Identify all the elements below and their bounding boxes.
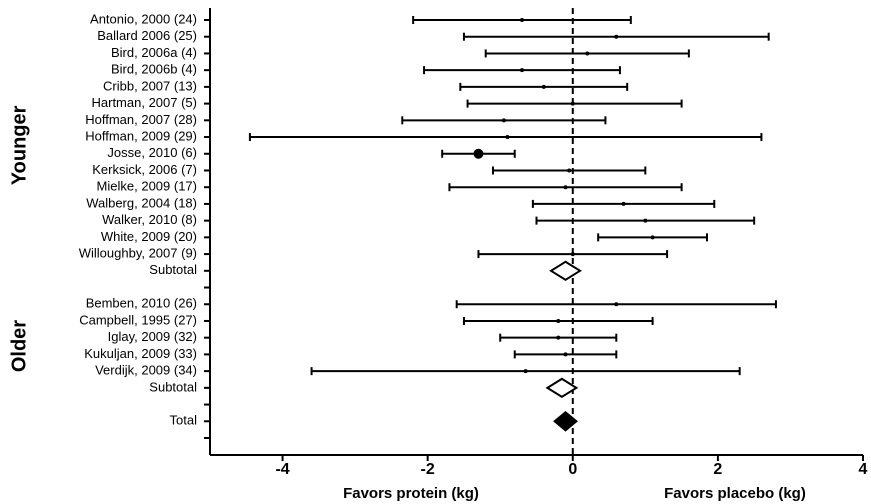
group-label: Older xyxy=(8,320,30,372)
summary-diamond xyxy=(549,260,582,281)
summary-label: Total xyxy=(170,413,198,428)
study-label: Kukuljan, 2009 (33) xyxy=(84,346,197,361)
study-label: White, 2009 (20) xyxy=(101,229,197,244)
study-label: Hoffman, 2009 (29) xyxy=(85,128,197,143)
point-estimate xyxy=(563,185,568,190)
point-estimate xyxy=(563,352,568,357)
study-label: Verdijk, 2009 (34) xyxy=(95,363,197,378)
point-estimate xyxy=(556,335,561,340)
study-label: Walberg, 2004 (18) xyxy=(86,195,197,210)
point-estimate xyxy=(567,168,572,173)
study-label: Hoffman, 2007 (28) xyxy=(85,112,197,127)
point-estimate xyxy=(556,318,561,323)
point-estimate xyxy=(621,201,626,206)
x-axis-label-right: Favors placebo (kg) xyxy=(664,485,806,502)
x-axis-label-left: Favors protein (kg) xyxy=(343,485,479,502)
study-label: Kerksick, 2006 (7) xyxy=(92,162,197,177)
x-tick-label: 0 xyxy=(568,461,577,478)
x-tick-label: -4 xyxy=(275,461,289,478)
point-estimate xyxy=(523,369,528,374)
study-label: Bemben, 2010 (26) xyxy=(86,296,197,311)
point-estimate xyxy=(570,101,575,106)
point-estimate xyxy=(570,252,575,257)
point-estimate xyxy=(541,84,546,89)
point-estimate xyxy=(519,18,524,22)
summary-label: Subtotal xyxy=(149,262,197,277)
point-estimate xyxy=(501,118,506,123)
group-label: Younger xyxy=(8,105,30,185)
study-label: Josse, 2010 (6) xyxy=(107,145,197,160)
study-label: Walker, 2010 (8) xyxy=(102,212,197,227)
summary-label: Subtotal xyxy=(149,379,197,394)
study-label: Iglay, 2009 (32) xyxy=(108,329,197,344)
point-estimate xyxy=(614,302,619,307)
study-label: Mielke, 2009 (17) xyxy=(97,179,197,194)
summary-diamond xyxy=(545,377,579,399)
study-label: Ballard 2006 (25) xyxy=(97,28,197,43)
point-estimate xyxy=(519,68,524,73)
point-estimate xyxy=(650,235,655,240)
point-estimate xyxy=(585,51,590,56)
point-estimate xyxy=(643,218,648,223)
study-label: Hartman, 2007 (5) xyxy=(92,95,198,110)
study-label: Willoughby, 2007 (9) xyxy=(79,246,197,261)
x-tick-label: 4 xyxy=(859,461,868,478)
summary-diamond xyxy=(553,410,578,432)
study-label: Bird, 2006a (4) xyxy=(111,45,197,60)
x-tick-label: 2 xyxy=(713,461,722,478)
study-label: Cribb, 2007 (13) xyxy=(103,78,197,93)
x-tick-label: -2 xyxy=(421,461,435,478)
study-label: Campbell, 1995 (27) xyxy=(79,312,197,327)
point-estimate xyxy=(614,34,619,39)
point-estimate xyxy=(505,135,510,140)
point-estimate xyxy=(473,148,484,159)
study-label: Antonio, 2000 (24) xyxy=(90,11,197,26)
study-label: Bird, 2006b (4) xyxy=(111,62,197,77)
